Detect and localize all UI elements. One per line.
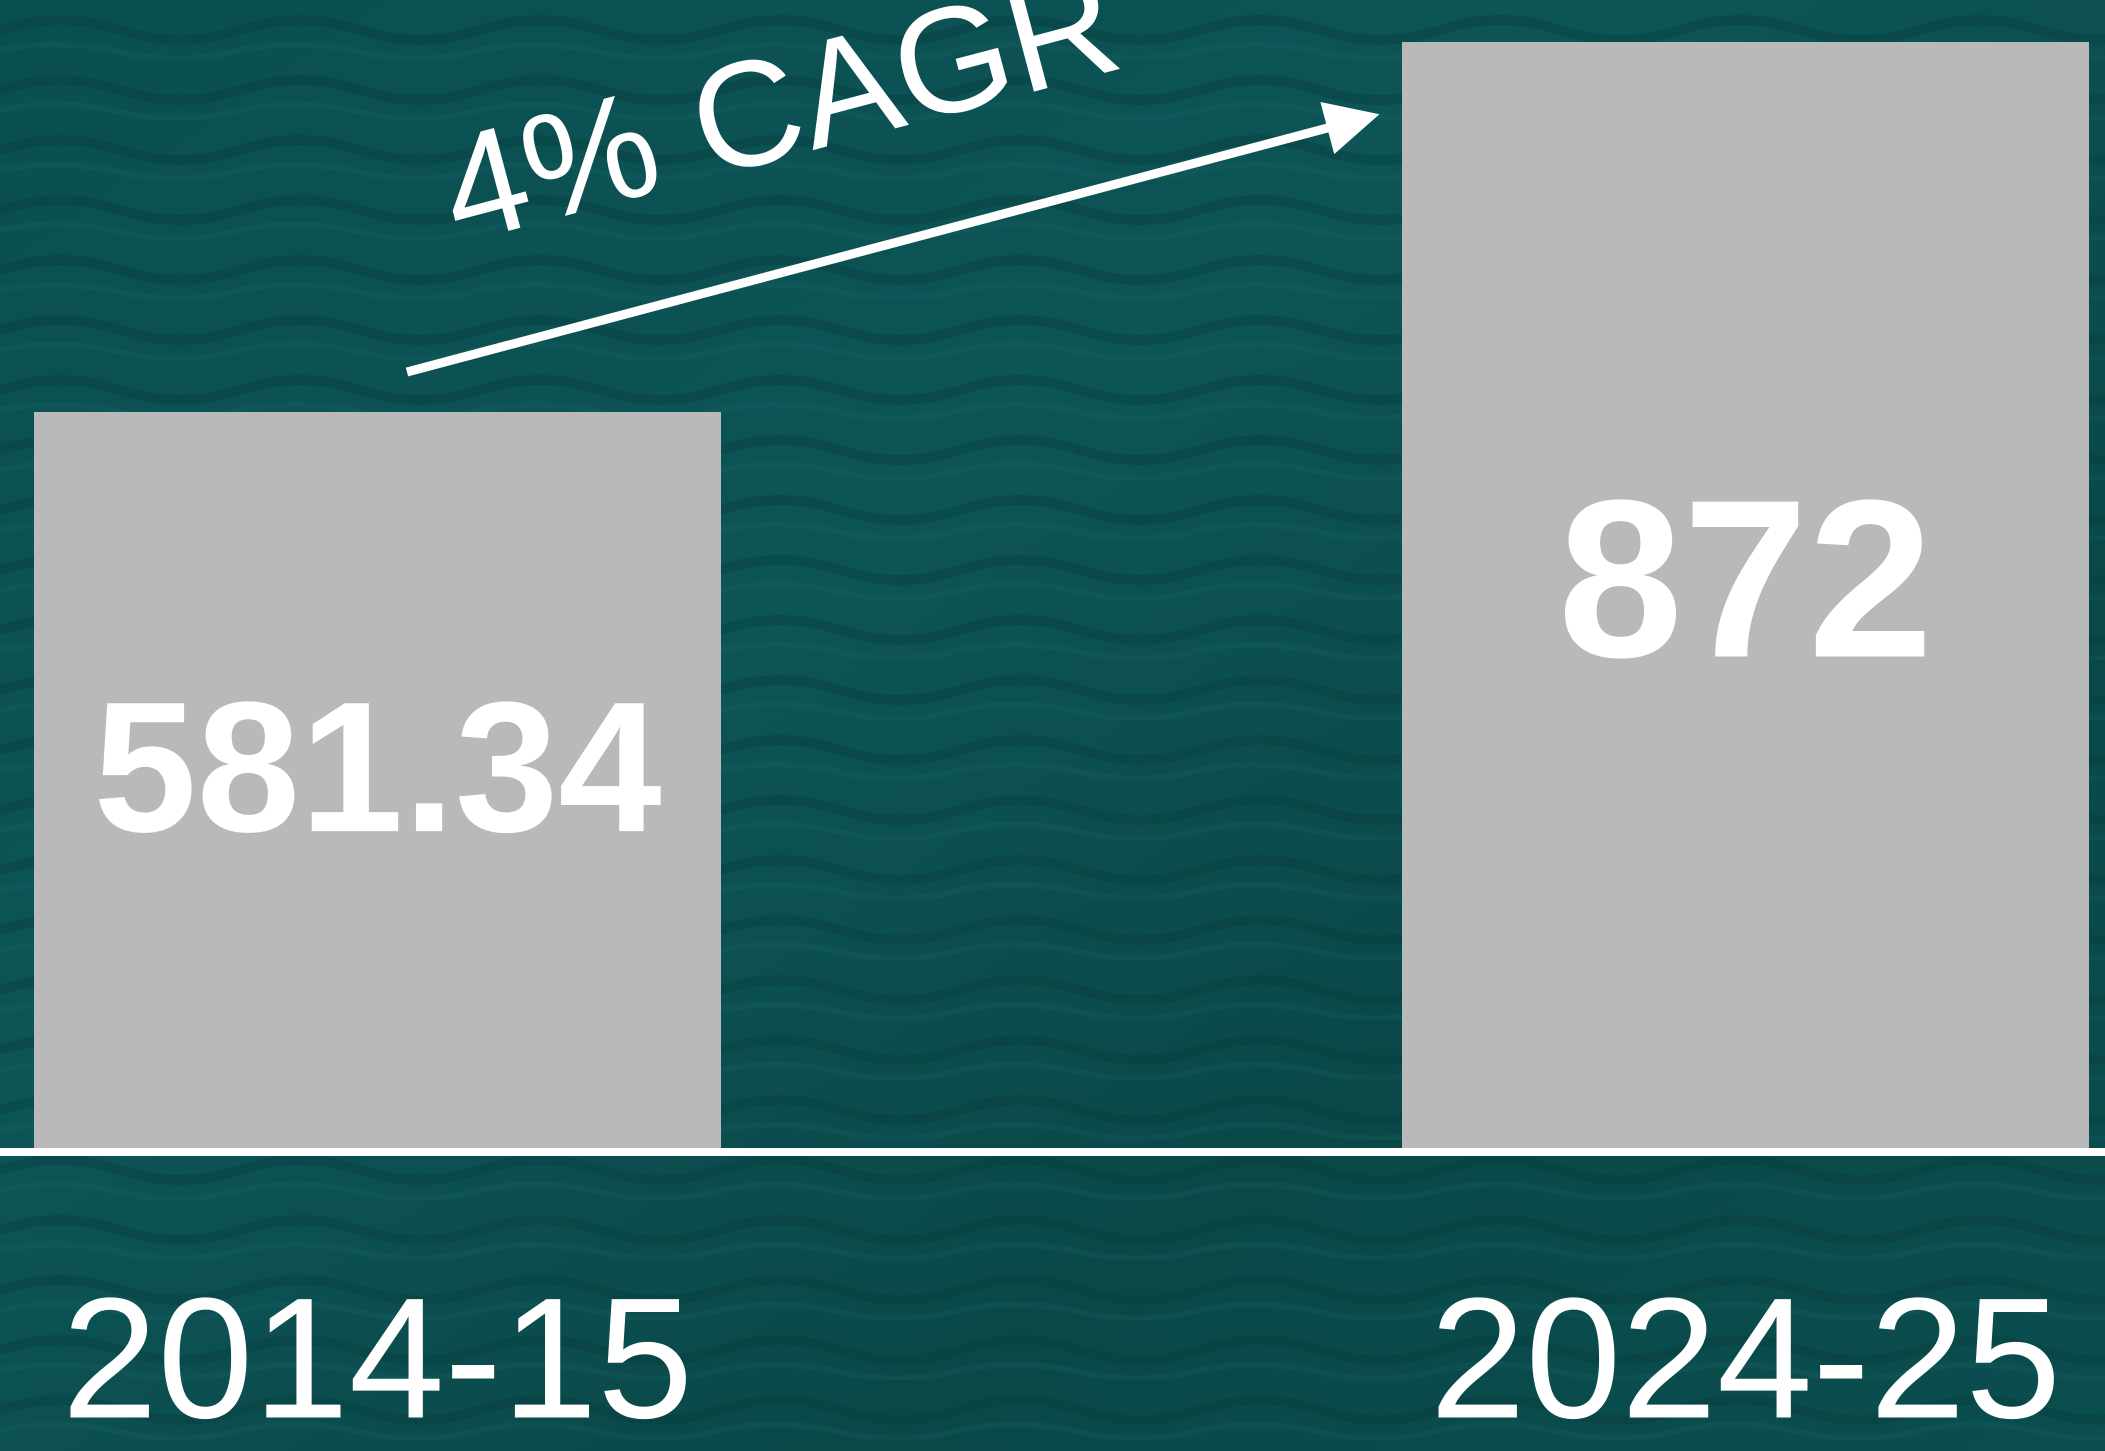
- bar: [1402, 42, 2089, 1152]
- value-label: 872: [1558, 452, 1933, 704]
- value-label: 581.34: [93, 664, 661, 871]
- x-tick-label: 2024-25: [1430, 1262, 2061, 1451]
- bar: [34, 411, 721, 1152]
- x-tick-label: 2014-15: [62, 1262, 693, 1451]
- cagr-arrow: [405, 101, 1380, 377]
